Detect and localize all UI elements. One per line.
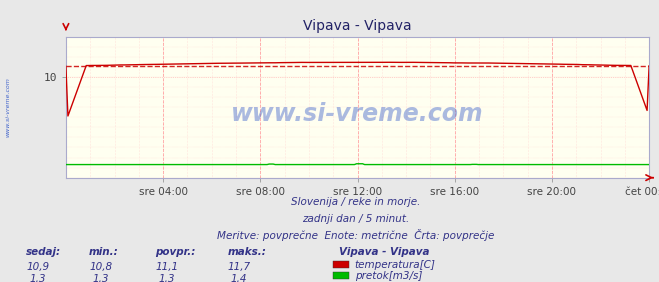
Text: Vipava - Vipava: Vipava - Vipava (339, 247, 430, 257)
Text: temperatura[C]: temperatura[C] (355, 259, 436, 270)
Text: 1,3: 1,3 (92, 274, 109, 282)
Text: min.:: min.: (89, 247, 119, 257)
Text: 1,3: 1,3 (158, 274, 175, 282)
Text: maks.:: maks.: (227, 247, 266, 257)
Text: Meritve: povprečne  Enote: metrične  Črta: povprečje: Meritve: povprečne Enote: metrične Črta:… (217, 230, 494, 241)
Text: zadnji dan / 5 minut.: zadnji dan / 5 minut. (302, 213, 409, 224)
Text: Slovenija / reke in morje.: Slovenija / reke in morje. (291, 197, 420, 207)
Title: Vipava - Vipava: Vipava - Vipava (303, 19, 412, 33)
Text: www.si-vreme.com: www.si-vreme.com (5, 77, 11, 137)
Text: www.si-vreme.com: www.si-vreme.com (231, 102, 484, 126)
Text: 1,4: 1,4 (231, 274, 248, 282)
Text: 10,9: 10,9 (26, 262, 50, 272)
Text: 10,8: 10,8 (89, 262, 113, 272)
Text: povpr.:: povpr.: (155, 247, 195, 257)
Text: 1,3: 1,3 (30, 274, 47, 282)
Text: pretok[m3/s]: pretok[m3/s] (355, 271, 422, 281)
Text: 11,7: 11,7 (227, 262, 251, 272)
Text: sedaj:: sedaj: (26, 247, 61, 257)
Text: 11,1: 11,1 (155, 262, 179, 272)
